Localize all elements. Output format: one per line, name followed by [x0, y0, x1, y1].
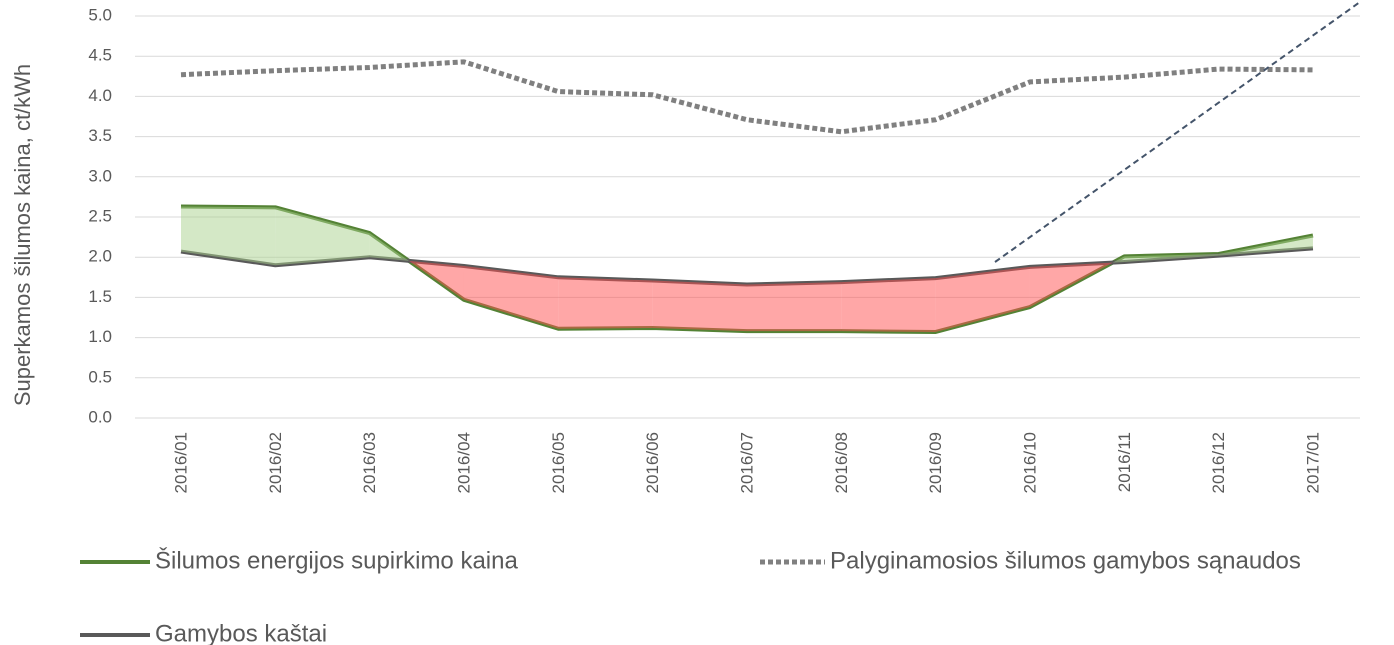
loss-area: [408, 260, 464, 300]
y-tick-label: 2.5: [88, 206, 112, 225]
gain-area: [1124, 253, 1219, 263]
y-tick-label: 4.5: [88, 46, 112, 65]
labels: 0.0 0.5 1.0 1.5 2.0 2.5 3.0 3.5 4.0 4.5 5.0 2016/01…: [80, 5, 1322, 645]
x-tick-label: 2016/04: [454, 432, 473, 493]
trend-annotation: [994, 1, 1361, 263]
x-tick-label: 2016/10: [1020, 432, 1039, 493]
loss-area: [1029, 262, 1113, 308]
series-line: [180, 59, 1313, 135]
gain-area: [1112, 256, 1125, 263]
y-tick-label: 3.5: [88, 126, 112, 145]
y-tick-label: 0.0: [88, 407, 112, 426]
x-tick-label: 2016/06: [643, 432, 662, 493]
x-tick-label: 2016/01: [171, 432, 190, 493]
x-tick-label: 2016/05: [549, 432, 568, 493]
x-tick-label: 2016/08: [832, 432, 851, 493]
y-tick-label: 4.0: [88, 86, 112, 105]
grid: [135, 15, 1360, 419]
y-axis-title: Superkamos šilumos kaina, ct/kWh: [10, 64, 35, 406]
x-tick-label: 2017/01: [1303, 432, 1322, 493]
gain-area: [275, 207, 370, 266]
gain-area: [181, 206, 276, 266]
x-tick-label: 2016/11: [1115, 432, 1134, 492]
y-tick-label: 0.5: [88, 367, 112, 386]
x-tick-label: 2016/07: [737, 432, 756, 493]
x-tick-label: 2016/09: [926, 432, 945, 493]
gain-area: [1218, 235, 1313, 256]
y-tick-label: 3.0: [88, 166, 112, 185]
loss-area: [652, 280, 747, 332]
y-tick-label: 1.0: [88, 327, 112, 346]
legend-label: Palyginamosios šilumos gamybos sąnaudos: [830, 547, 1301, 574]
x-tick-label: 2016/02: [266, 432, 285, 493]
loss-area: [746, 282, 842, 332]
x-tick-label: 2016/12: [1209, 432, 1228, 493]
legend-label: Šilumos energijos supirkimo kaina: [155, 546, 518, 574]
loss-area: [558, 277, 653, 329]
y-tick-label: 5.0: [88, 5, 112, 24]
legend-label: Gamybos kaštai: [155, 620, 327, 645]
y-tick-label: 1.5: [88, 287, 112, 306]
loss-area: [841, 278, 936, 332]
fills: [181, 206, 1313, 332]
loss-area: [463, 266, 559, 329]
y-tick-label: 2.0: [88, 247, 112, 266]
gain-area: [369, 233, 409, 261]
x-tick-label: 2016/03: [360, 432, 379, 493]
loss-area: [935, 266, 1030, 332]
